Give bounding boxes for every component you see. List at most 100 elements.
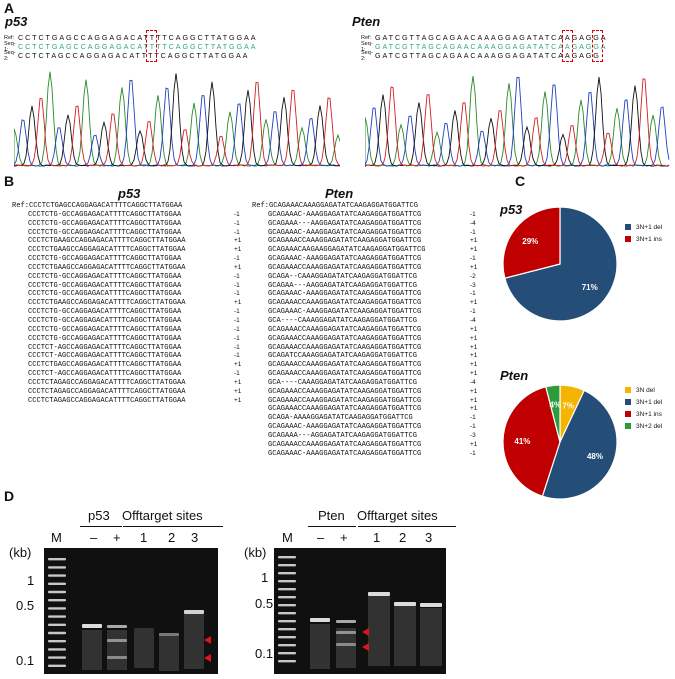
- gel-band: [278, 636, 296, 639]
- pten-row: GCAGAAAC-AAAGGAGATATCAAGAGGATGGATTCG -1: [252, 450, 477, 459]
- p53-row-indel: -1: [234, 370, 240, 378]
- pie-pten: 7% 48% 41% 4%: [502, 384, 618, 500]
- p53-row: CCCTCTGAAGCCAGGAGACATTTTCAGGCTTATGGAA +1: [12, 299, 241, 308]
- p53-row-seq: CCCTCTG-GCCAGGAGACATTTTCAGGCTTATGGAA: [28, 290, 182, 299]
- pten-row: GCAGAAACCAAAGGAGATATCAAGAGGATGGATTCG +1: [252, 388, 477, 397]
- pie-pten-legend: 3N del 3N+1 del 3N+1 ins 3N+2 del: [625, 384, 662, 432]
- p53-row-indel: +1: [234, 246, 242, 254]
- pten-row-seq: GCAGAAACCAAAGGAGATATCAAGAGGATGGATTCG: [268, 387, 422, 396]
- pie-slice-3n-2-del: [545, 384, 561, 443]
- pten-row: GCAGAAAC-AAAGGAGATATCAAGAGGATGGATTCG -1: [252, 255, 477, 264]
- lane-label-minus: –: [317, 530, 325, 545]
- p53-ref-seq: CCTCTGAGCCAGGAGACATTTTCAGGCTTATGGAA: [18, 33, 258, 42]
- pie-label: 29%: [522, 237, 538, 246]
- panel-letter-b: B: [4, 173, 15, 189]
- gel-band: [278, 588, 296, 591]
- gel-left: [44, 548, 218, 674]
- gel-smear: [420, 608, 442, 666]
- pten-row: GCAGATCCAAAGGAGATATCAAGAGGATGGATTCG +1: [252, 352, 477, 361]
- pten-rows: GCAGAAAC-AAAGGAGATATCAAGAGGATGGATTCG -1 GC…: [252, 211, 477, 459]
- p53-rows: CCCTCTG-GCCAGGAGACATTTTCAGGCTTATGGAA -1 CC…: [12, 211, 241, 406]
- pten-row: GCA----CAAAGGAGATATCAAGAGGATGGATTCG -4: [252, 317, 477, 326]
- p53-row-seq: CCCTCTGAGCCAGGAGACATTTTCAGGCTTATGGAA: [28, 361, 182, 370]
- p53-row: CCCTCTG-GCCAGGAGACATTTTCAGGCTTATGGAA -1: [12, 308, 241, 317]
- ref-label: Ref:: [252, 202, 270, 210]
- legend-label: 3N del: [636, 386, 655, 394]
- lane-label-2: 2: [399, 530, 407, 545]
- p53-row: CCCTCTG-GCCAGGAGACATTTTCAGGCTTATGGAA -1: [12, 282, 241, 291]
- lane-label-m: M: [282, 530, 293, 545]
- p53-row-seq: CCCTCTG-GCCAGGAGACATTTTCAGGCTTATGGAA: [28, 281, 182, 290]
- gel-band: [48, 615, 66, 618]
- gel-smear: [107, 630, 127, 670]
- p53-ref-seq-b: CCCTCTGAGCCAGGAGACATTTTCAGGCTTATGGAA: [29, 202, 183, 210]
- pie-slice-3n-1-del: [504, 206, 618, 322]
- pten-seq1: GATCGTTAGCAGAACAAAGGAGATATCAAGAGGA: [375, 42, 608, 51]
- gel-band: [107, 625, 127, 628]
- gel-band: [336, 643, 356, 646]
- gel-left-gene-label: p53: [88, 508, 110, 523]
- p53-row-seq: CCCTCTG-GCCAGGAGACATTTTCAGGCTTATGGAA: [28, 334, 182, 343]
- gel-band: [48, 582, 66, 585]
- pten-row-indel: +1: [470, 396, 478, 404]
- lane-label-m: M: [51, 530, 62, 545]
- gel-band: [278, 572, 296, 575]
- gel-band: [82, 624, 102, 628]
- pten-row-indel: -2: [470, 272, 476, 280]
- legend-swatch: [625, 399, 631, 405]
- pten-row-indel: -3: [470, 281, 476, 289]
- gel-right-gene-label: Pten: [318, 508, 345, 523]
- lane-label-1: 1: [140, 530, 148, 545]
- legend-item: 3N+2 del: [625, 420, 662, 432]
- pten-seq-header: Ref: GATCGTTAGCAGAACAAAGGAGATATCAAGAGGA …: [361, 33, 608, 62]
- gel-right-kb: (kb): [244, 545, 267, 560]
- pten-row-indel: -1: [470, 255, 476, 263]
- p53-row-indel: +1: [234, 396, 242, 404]
- pten-row-seq: GCAGAAAC-AAAGGAGATATCAAGAGGATGGATTCG: [268, 255, 422, 264]
- pten-seq2: GATCGTTAGCAGAACAAAGGAGATATCAAGAGG: [375, 51, 601, 60]
- p53-row: CCCTCT-AGCCAGGAGACATTTTCAGGCTTATGGAA -1: [12, 352, 241, 361]
- p53-ref-row: Ref:CCCTCTGAGCCAGGAGACATTTTCAGGCTTATGGAA: [12, 202, 241, 211]
- gel-band: [278, 652, 296, 655]
- ref-label: Ref:: [12, 202, 30, 210]
- gel-band: [394, 602, 416, 606]
- p53-row-seq: CCCTCT-AGCCAGGAGACATTTTCAGGCTTATGGAA: [28, 343, 182, 352]
- pten-row-indel: -1: [470, 210, 476, 218]
- gel-band: [278, 580, 296, 583]
- p53-row: CCCTCTGAAGCCAGGAGACATTTTCAGGCTTATGGAA +1: [12, 246, 241, 255]
- pten-row-seq: GCAGAAACCAAAGGAGATATCAAGAGGATGGATTCG: [268, 370, 422, 379]
- pten-row: GCAGAAACCAAAGGAGATATCAAGAGGATGGATTCG +1: [252, 326, 477, 335]
- seq1-label: Seq-1:: [4, 40, 16, 53]
- pten-target-box-1: [562, 30, 573, 62]
- gel-band: [48, 566, 66, 569]
- pten-row-indel: +1: [470, 325, 478, 333]
- pten-row-seq: GCAGA-AAAAGGAGATATCAAGAGGATGGATTCG: [268, 414, 413, 423]
- pten-row-seq: GCAGAA---AAGGAGATATCAAGAGGATGGATTCG: [268, 281, 417, 290]
- pten-row-indel: -1: [470, 290, 476, 298]
- pten-row: GCAGAAACCAAAGGAGATATCAAGAGGATGGATTCG +1: [252, 335, 477, 344]
- p53-row-seq: CCCTCTGAAGCCAGGAGACATTTTCAGGCTTATGGAA: [28, 246, 186, 255]
- p53-row-seq: CCCTCTAGAGCCAGGAGACATTTTCAGGCTTATGGAA: [28, 387, 186, 396]
- pten-row-seq: GCAGAAAC-AAAGGAGATATCAAGAGGATGGATTCG: [268, 290, 422, 299]
- pie-slice-3n-1-del: [541, 389, 618, 500]
- pten-row-seq: GCAGAAACCAAAGGAGATATCAAGAGGATGGATTCG: [268, 334, 422, 343]
- gel-left-offtarget-line: [123, 526, 223, 527]
- gel-band: [159, 633, 179, 636]
- pie-label: 4%: [550, 401, 562, 410]
- pten-row-seq: GCAGA--CAAAGGAGATATCAAGAGGATGGATTCG: [268, 272, 417, 281]
- p53-seq1: CCTCTGAGCCAGGAGACATTTTCAGGCTTATGGAA: [18, 42, 258, 51]
- pten-row-indel: +1: [470, 299, 478, 307]
- pten-row-indel: +1: [470, 440, 478, 448]
- pie-label: 7%: [562, 401, 574, 410]
- gel-band: [278, 604, 296, 607]
- pten-row-seq: GCAGAAACCAAAGGAGATATCAAGAGGATGGATTCG: [268, 396, 422, 405]
- pten-row-seq: GCAGAAACCAAAGGAGATATCAAGAGGATGGATTCG: [268, 361, 422, 370]
- gel-band: [278, 628, 296, 631]
- pten-row-seq: GCAGATCCAAAGGAGATATCAAGAGGATGGATTCG: [268, 352, 417, 361]
- trace-3: [365, 78, 670, 167]
- panel-a-pten-title: Pten: [352, 14, 381, 29]
- lane-label-2: 2: [168, 530, 176, 545]
- gel-band: [184, 610, 204, 614]
- gel-band: [48, 648, 66, 651]
- p53-row-indel: -1: [234, 334, 240, 342]
